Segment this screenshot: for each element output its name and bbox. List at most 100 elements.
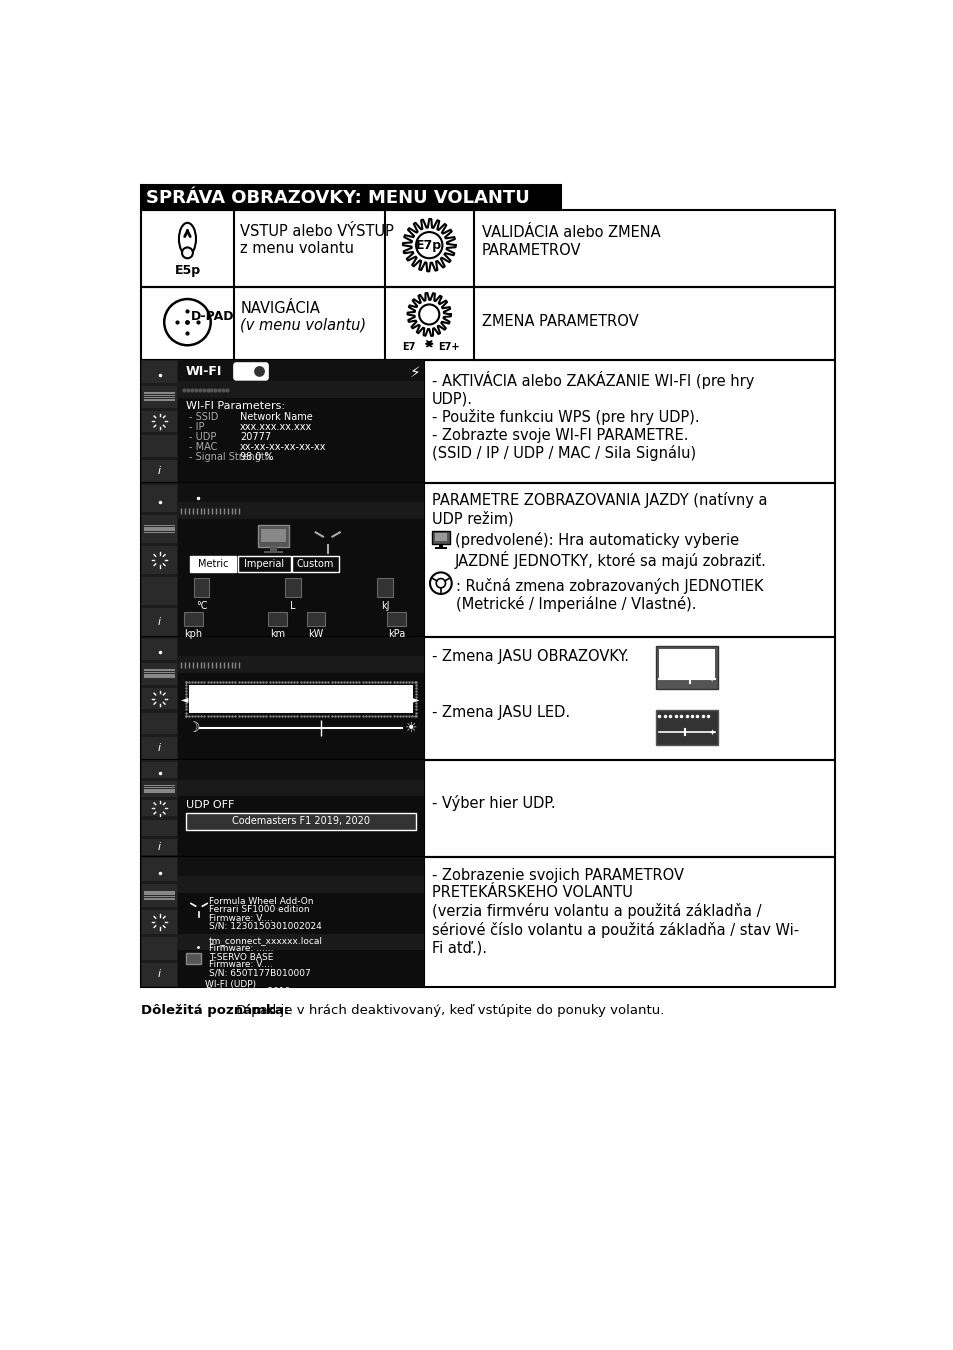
Text: E7+: E7+ xyxy=(437,342,459,352)
Bar xyxy=(141,483,178,637)
Text: - SSID: - SSID xyxy=(189,412,218,423)
Bar xyxy=(144,672,174,674)
Bar xyxy=(268,613,286,626)
Bar xyxy=(144,525,174,526)
Bar xyxy=(144,891,174,892)
Bar xyxy=(142,460,176,482)
Text: (predvolené): Hra automaticky vyberie
JAZDNÉ JEDNOTKY, ktoré sa majú zobraziť.: (predvolené): Hra automaticky vyberie JA… xyxy=(455,532,766,570)
FancyBboxPatch shape xyxy=(148,945,171,953)
Bar xyxy=(190,556,236,571)
Bar xyxy=(144,896,174,898)
Text: - MAC: - MAC xyxy=(189,443,217,452)
Bar xyxy=(178,483,423,502)
Bar xyxy=(142,663,176,684)
Bar xyxy=(142,639,176,660)
Text: (v menu volantu): (v menu volantu) xyxy=(240,317,366,332)
Text: kJ: kJ xyxy=(380,601,389,612)
Bar xyxy=(257,525,289,547)
Bar xyxy=(659,649,715,678)
Bar xyxy=(193,578,209,597)
Bar xyxy=(142,819,176,836)
Bar xyxy=(144,787,174,788)
Bar xyxy=(270,547,276,551)
Bar xyxy=(142,485,176,513)
Text: - Zmena JASU OBRAZOVKY.: - Zmena JASU OBRAZOVKY. xyxy=(431,648,628,664)
Text: ☀: ☀ xyxy=(405,721,417,734)
Bar xyxy=(142,435,176,456)
Bar xyxy=(377,578,393,597)
Text: - AKTIVÁCIA alebo ZAKÁZANIE WI-FI (pre hry
UDP).
- Použite funkciu WPS (pre hry : - AKTIVÁCIA alebo ZAKÁZANIE WI-FI (pre h… xyxy=(431,371,753,462)
Text: L: L xyxy=(290,601,295,612)
Bar xyxy=(261,528,286,543)
Bar xyxy=(142,761,176,778)
Bar xyxy=(142,386,176,408)
Bar xyxy=(144,784,174,786)
Text: Codemasters F1 2019, 2020: Codemasters F1 2019, 2020 xyxy=(232,817,369,826)
Bar xyxy=(435,547,447,548)
Bar xyxy=(142,547,176,574)
Bar xyxy=(142,801,176,817)
Text: xxx.xxx.xx.xxx: xxx.xxx.xx.xxx xyxy=(240,423,312,432)
Text: - UDP: - UDP xyxy=(189,432,216,443)
Bar xyxy=(141,637,834,760)
Bar xyxy=(178,934,423,950)
Text: WI-FI: WI-FI xyxy=(186,364,222,378)
Text: i: i xyxy=(158,617,161,626)
Bar xyxy=(178,483,423,637)
Bar xyxy=(435,533,447,541)
Text: ◄: ◄ xyxy=(181,694,189,703)
Bar xyxy=(186,953,201,964)
Bar xyxy=(142,859,176,882)
Circle shape xyxy=(182,247,193,258)
Text: S/N: 650T177B010007: S/N: 650T177B010007 xyxy=(209,968,311,977)
Text: ►: ► xyxy=(412,694,418,703)
Text: kW: kW xyxy=(308,629,323,640)
Text: tm_connect_xxxxxx.local: tm_connect_xxxxxx.local xyxy=(209,936,323,945)
Bar xyxy=(142,937,176,960)
Bar xyxy=(142,838,176,855)
Text: °C: °C xyxy=(195,601,207,612)
Text: i: i xyxy=(158,969,161,979)
Text: - Zmena JASU LED.: - Zmena JASU LED. xyxy=(431,705,569,720)
Bar xyxy=(142,688,176,710)
FancyBboxPatch shape xyxy=(148,443,171,451)
Bar xyxy=(142,576,176,605)
Text: Firmware: V....: Firmware: V.... xyxy=(209,960,273,969)
Text: ⚡: ⚡ xyxy=(410,366,420,381)
Text: Imperial: Imperial xyxy=(244,559,284,568)
Bar xyxy=(178,502,423,520)
Text: - Výber hier UDP.: - Výber hier UDP. xyxy=(431,795,555,811)
Text: SPRÁVA OBRAZOVKY: MENU VOLANTU: SPRÁVA OBRAZOVKY: MENU VOLANTU xyxy=(146,189,529,207)
Bar xyxy=(387,613,406,626)
Bar xyxy=(142,910,176,934)
Text: S/N: 1230150301002024: S/N: 1230150301002024 xyxy=(209,922,321,931)
Bar xyxy=(141,185,560,209)
Text: 20777: 20777 xyxy=(240,432,271,443)
Bar xyxy=(431,531,450,544)
Bar xyxy=(438,544,443,547)
Bar xyxy=(141,286,834,360)
Bar xyxy=(141,360,834,483)
Bar xyxy=(186,813,416,830)
Text: - Signal Strength: - Signal Strength xyxy=(189,452,271,462)
Bar xyxy=(144,529,174,531)
Bar xyxy=(141,360,178,483)
FancyBboxPatch shape xyxy=(233,362,269,381)
Text: kPa: kPa xyxy=(388,629,405,640)
Bar xyxy=(178,856,423,987)
Text: Custom: Custom xyxy=(296,559,334,568)
Bar xyxy=(237,556,291,571)
Bar xyxy=(141,856,834,987)
Text: i: i xyxy=(158,466,161,475)
Bar xyxy=(141,483,834,637)
Bar xyxy=(292,556,338,571)
Bar xyxy=(264,551,282,554)
Bar xyxy=(144,676,174,678)
Bar xyxy=(142,516,176,543)
Text: : Ručná zmena zobrazovaných JEDNOTIEK
(Metrické / Imperiálne / Vlastné).: : Ručná zmena zobrazovaných JEDNOTIEK (M… xyxy=(456,578,763,613)
Text: - IP: - IP xyxy=(189,423,204,432)
FancyBboxPatch shape xyxy=(148,587,171,595)
Bar xyxy=(142,963,176,986)
Text: ZMENA PARAMETROV: ZMENA PARAMETROV xyxy=(481,313,638,328)
Text: xx-xx-xx-xx-xx-xx: xx-xx-xx-xx-xx-xx xyxy=(240,443,326,452)
